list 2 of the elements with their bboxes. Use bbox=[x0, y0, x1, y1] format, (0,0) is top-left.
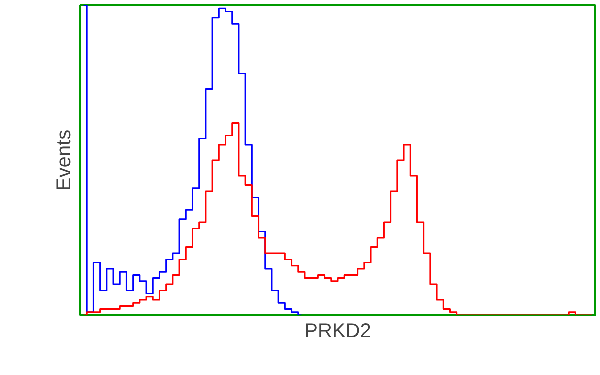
y-axis-title: Events bbox=[54, 130, 76, 192]
x-axis-title: PRKD2 bbox=[304, 320, 372, 342]
